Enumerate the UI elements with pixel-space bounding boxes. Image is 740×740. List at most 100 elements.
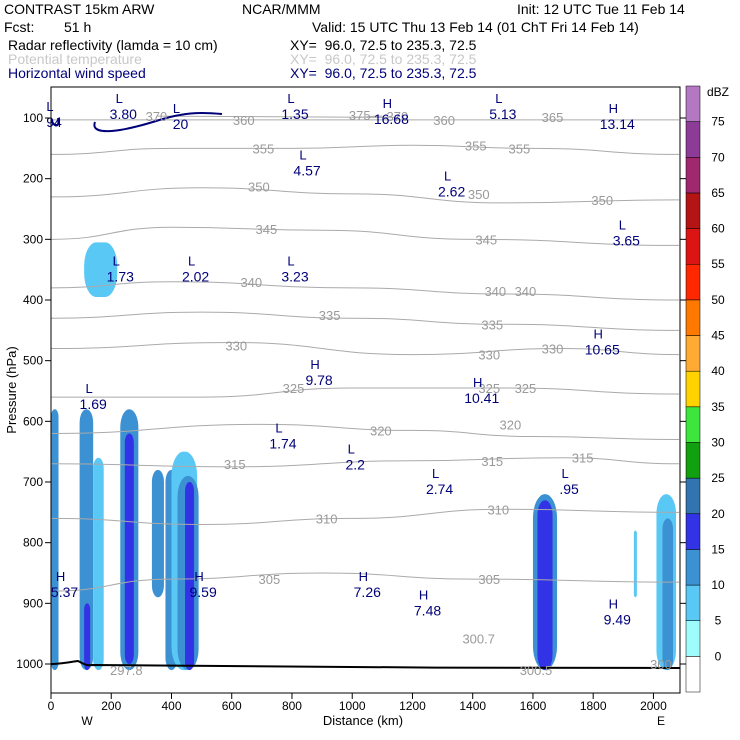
colorbar-level: 5 (715, 614, 722, 628)
theta-label: 330 (478, 348, 500, 363)
y-tick-label: 600 (23, 414, 43, 428)
theta-contour (51, 187, 680, 204)
wind-extremum-type: L (299, 148, 306, 163)
theta-contour (51, 387, 680, 398)
colorbar-swatch (685, 477, 701, 515)
theta-label: 325 (515, 381, 537, 396)
y-axis: 100 200 300 400 500 600 700 800 900 1000 (16, 111, 686, 671)
wind-extremum-value: 3.80 (110, 106, 137, 122)
wind-extremum-value: 4.57 (293, 163, 320, 179)
wind-extremum-value: 1.73 (107, 269, 134, 285)
colorbar-swatch (685, 85, 701, 122)
y-tick-label: 400 (23, 293, 43, 307)
theta-contours (51, 115, 680, 592)
reflectivity-cell (79, 409, 94, 671)
theta-label: 305 (478, 572, 500, 587)
colorbar-swatch (685, 335, 701, 372)
theta-label: 350 (468, 187, 490, 202)
theta-label: 350 (591, 193, 613, 208)
wind-extremum-type: H (194, 569, 203, 584)
theta-label: 360 (433, 113, 455, 128)
wind-extremum-value: 10.41 (464, 390, 499, 406)
colorbar-swatch (685, 549, 701, 586)
agency-label: NCAR/MMM (242, 1, 321, 17)
x-axis: 0 200 400 600 800 1000 1200 1400 1600 1800 2000 (48, 693, 667, 713)
wind-extremum-value: 7.26 (354, 584, 381, 600)
colorbar-swatch (685, 584, 701, 621)
y-tick-label: 700 (23, 475, 43, 489)
theta-contour (51, 226, 680, 246)
wind-extremum-value: 13.14 (600, 116, 635, 132)
theta-label: 340 (515, 284, 537, 299)
wind-extremum-value: 1.74 (269, 436, 296, 452)
theta-label: 375 (349, 108, 371, 123)
reflectivity-cell (84, 603, 91, 671)
theta-contour (51, 341, 680, 356)
reflectivity-cell (124, 433, 134, 664)
wind-extremum-value: 5.37 (51, 584, 78, 600)
colorbar-level: 35 (711, 400, 725, 414)
colorbar-level: 25 (711, 471, 725, 485)
colorbar-level: 55 (711, 257, 725, 271)
x-tick-label: 2000 (640, 699, 667, 713)
theta-label: 320 (500, 417, 522, 432)
forecast-label: Fcst: (4, 19, 35, 35)
wind-extremum-type: L (444, 169, 451, 184)
theta-label: 340 (484, 284, 506, 299)
wind-extremum-value: 2.02 (182, 269, 209, 285)
wind-extremum-type: H (56, 569, 65, 584)
wind-extremum-value: 2.74 (426, 481, 453, 497)
colorbar-level: 30 (711, 435, 725, 449)
wind-extremum-value: 3.23 (281, 269, 308, 285)
x-tick-label: 600 (222, 699, 242, 713)
wind-extremum-value: 3.65 (613, 232, 640, 248)
colorbar-swatch (685, 442, 701, 479)
y-tick-label: 100 (23, 111, 43, 125)
theta-label: 310 (316, 511, 338, 526)
wind-extremum-type: H (609, 596, 618, 611)
theta-label: 335 (481, 317, 503, 332)
wind-extremum-type: L (113, 254, 120, 269)
colorbar-swatch (685, 121, 701, 158)
wind-extremum-type: H (359, 569, 368, 584)
wind-extremum-type: L (619, 217, 626, 232)
wind-extremum-type: L (46, 99, 53, 114)
reflectivity-cells (51, 242, 677, 671)
x-tick-label: 1400 (459, 699, 486, 713)
reflectivity-cell (633, 530, 637, 598)
wind-extremum-value: 7.48 (414, 602, 441, 618)
x-tick-label: 0 (48, 699, 55, 713)
wind-extremum-type: H (473, 375, 482, 390)
x-tick-label: 1800 (580, 699, 607, 713)
theta-label: 365 (542, 110, 564, 125)
colorbar-swatch (685, 299, 701, 336)
colorbar-swatch (685, 656, 701, 693)
wind-extremum-value: 9.59 (189, 584, 216, 600)
theta-label: 300 (650, 657, 672, 672)
theta-label: 350 (248, 180, 270, 195)
theta-label: 355 (509, 141, 531, 156)
theta-contour (51, 572, 680, 592)
theta-label: 315 (224, 457, 246, 472)
theta-contour (156, 115, 398, 118)
theta-label: 330 (542, 342, 564, 357)
colorbar-swatch (685, 157, 701, 194)
theta-label: 315 (481, 454, 503, 469)
y-tick-label: 300 (23, 232, 43, 246)
init-time: Init: 12 UTC Tue 11 Feb 14 (517, 1, 685, 17)
colorbar-level: 40 (711, 364, 725, 378)
y-tick-label: 800 (23, 536, 43, 550)
wind-extremum-type: L (561, 466, 568, 481)
field-wind-name: Horizontal wind speed (8, 65, 146, 81)
theta-label: 325 (283, 381, 305, 396)
x-tick-label: 1000 (339, 699, 366, 713)
colorbar-level: 60 (711, 222, 725, 236)
theta-label: 297.8 (110, 663, 143, 678)
theta-contour (51, 508, 680, 525)
wind-extremum-type: L (116, 91, 123, 106)
y-axis-label: Pressure (hPa) (4, 346, 19, 433)
theta-label: 320 (370, 423, 392, 438)
colorbar-level: 15 (711, 542, 725, 556)
colorbar-swatch (685, 228, 701, 265)
